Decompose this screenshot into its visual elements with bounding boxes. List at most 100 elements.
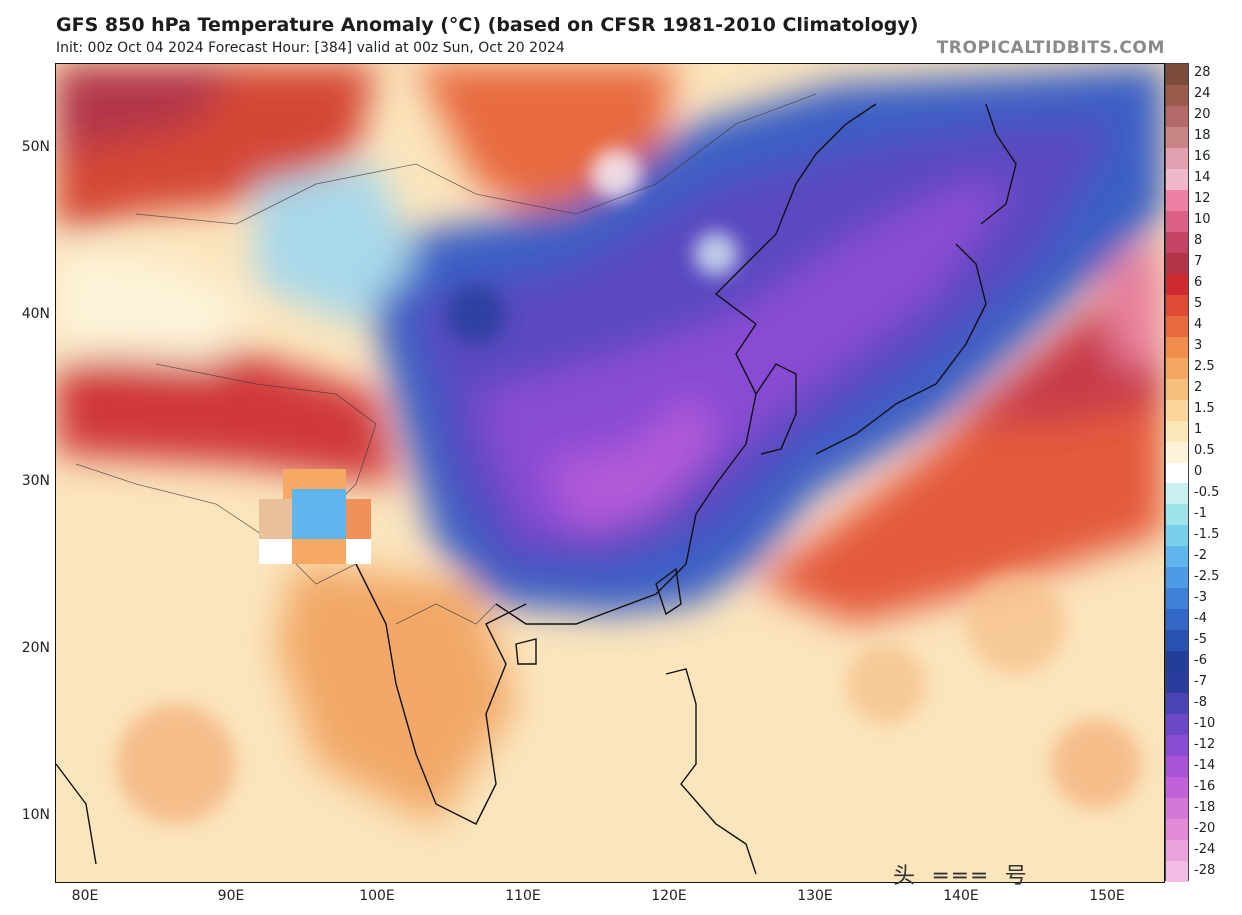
colorbar-segment xyxy=(1166,777,1188,799)
colorbar-label: -10 xyxy=(1194,715,1216,731)
colorbar-label: -1.5 xyxy=(1194,526,1220,542)
pixelated-patch xyxy=(259,469,371,564)
colorbar-segment xyxy=(1166,735,1188,757)
colorbar-segment xyxy=(1166,567,1188,589)
colorbar-segment xyxy=(1166,252,1188,275)
colorbar-label: 2 xyxy=(1194,380,1203,396)
colorbar-label: -8 xyxy=(1194,694,1207,710)
colorbar-segment xyxy=(1166,210,1188,233)
colorbar-label: -14 xyxy=(1194,757,1216,773)
lat-label-20n: 20N xyxy=(21,640,50,656)
colorbar-label: -4 xyxy=(1194,610,1207,626)
lat-label-30n: 30N xyxy=(21,473,50,489)
colorbar-segment xyxy=(1166,378,1188,401)
colorbar xyxy=(1165,63,1189,883)
colorbar-label: 10 xyxy=(1194,212,1211,228)
colorbar-label: -28 xyxy=(1194,862,1216,878)
colorbar-segment xyxy=(1166,168,1188,191)
lat-label-40n: 40N xyxy=(21,306,50,322)
colorbar-label: 3 xyxy=(1194,338,1203,354)
colorbar-label: -6 xyxy=(1194,652,1207,668)
colorbar-segment xyxy=(1166,840,1188,862)
lon-label-110e: 110E xyxy=(505,888,541,904)
colorbar-segment xyxy=(1166,105,1188,128)
colorbar-segment xyxy=(1166,315,1188,338)
anomaly-map xyxy=(55,63,1165,883)
colorbar-label: -16 xyxy=(1194,778,1216,794)
lon-label-90e: 90E xyxy=(217,888,245,904)
colorbar-label: 16 xyxy=(1194,149,1211,165)
colorbar-segment xyxy=(1166,462,1188,484)
colorbar-segment xyxy=(1166,126,1188,149)
indochina-warm xyxy=(276,564,516,824)
colorbar-label: -7 xyxy=(1194,673,1207,689)
colorbar-segment xyxy=(1166,231,1188,254)
colorbar-segment xyxy=(1166,756,1188,778)
colorbar-segment xyxy=(1166,273,1188,296)
lat-label-50n: 50N xyxy=(21,139,50,155)
lon-label-80e: 80E xyxy=(71,888,99,904)
colorbar-segment xyxy=(1166,189,1188,212)
colorbar-segment xyxy=(1166,588,1188,610)
colorbar-label: -0.5 xyxy=(1194,484,1220,500)
brand-watermark: TROPICALTIDBITS.COM xyxy=(936,38,1165,58)
colorbar-label: 5 xyxy=(1194,296,1203,312)
colorbar-segment xyxy=(1166,798,1188,820)
lon-label-140e: 140E xyxy=(943,888,979,904)
colorbar-segment xyxy=(1166,672,1188,694)
pacific-extreme-core xyxy=(1096,244,1164,364)
colorbar-segment xyxy=(1166,441,1188,463)
lon-label-100e: 100E xyxy=(359,888,395,904)
colorbar-segment xyxy=(1166,630,1188,652)
tibet-warm xyxy=(56,344,396,484)
colorbar-segment xyxy=(1166,861,1188,883)
colorbar-label: -2.5 xyxy=(1194,568,1220,584)
colorbar-label: 1.5 xyxy=(1194,401,1215,417)
colorbar-segment xyxy=(1166,819,1188,841)
colorbar-label: 6 xyxy=(1194,275,1203,291)
colorbar-segment xyxy=(1166,504,1188,526)
colorbar-label: -5 xyxy=(1194,631,1207,647)
lat-label-10n: 10N xyxy=(21,807,50,823)
colorbar-segment xyxy=(1166,64,1188,86)
chart-subtitle: Init: 00z Oct 04 2024 Forecast Hour: [38… xyxy=(56,40,565,56)
colorbar-segment xyxy=(1166,420,1188,443)
colorbar-segment xyxy=(1166,336,1188,359)
pacific-warm-band xyxy=(756,234,1164,624)
colorbar-segment xyxy=(1166,546,1188,568)
cold-patch-west xyxy=(256,164,416,324)
colorbar-segment xyxy=(1166,525,1188,547)
colorbar-segment xyxy=(1166,483,1188,505)
source-watermark: 头 ═══ 号 xyxy=(893,864,1033,889)
colorbar-label: 0.5 xyxy=(1194,443,1215,459)
colorbar-segment xyxy=(1166,651,1188,673)
colorbar-segment xyxy=(1166,693,1188,715)
colorbar-label: -24 xyxy=(1194,841,1216,857)
colorbar-label: 24 xyxy=(1194,86,1211,102)
colorbar-label: 2.5 xyxy=(1194,359,1215,375)
lon-label-130e: 130E xyxy=(797,888,833,904)
colorbar-label: 4 xyxy=(1194,317,1203,333)
colorbar-label: -18 xyxy=(1194,799,1216,815)
colorbar-label: 1 xyxy=(1194,422,1203,438)
colorbar-segment xyxy=(1166,357,1188,380)
colorbar-label: 12 xyxy=(1194,191,1211,207)
colorbar-label: 14 xyxy=(1194,170,1211,186)
coastlines xyxy=(56,103,1017,875)
colorbar-label: 18 xyxy=(1194,128,1211,144)
colorbar-label: -2 xyxy=(1194,547,1207,563)
colorbar-segment xyxy=(1166,294,1188,317)
colorbar-label: 0 xyxy=(1194,464,1203,479)
colorbar-segment xyxy=(1166,714,1188,736)
chart-title: GFS 850 hPa Temperature Anomaly (°C) (ba… xyxy=(56,14,919,36)
lon-label-120e: 120E xyxy=(651,888,687,904)
colorbar-label: -20 xyxy=(1194,820,1216,836)
colorbar-label: 20 xyxy=(1194,107,1211,123)
colorbar-label: 28 xyxy=(1194,65,1211,81)
lon-label-150e: 150E xyxy=(1089,888,1125,904)
colorbar-label: 8 xyxy=(1194,233,1203,249)
colorbar-label: -1 xyxy=(1194,505,1207,521)
colorbar-segment xyxy=(1166,609,1188,631)
colorbar-label: 7 xyxy=(1194,254,1203,270)
colorbar-segment xyxy=(1166,84,1188,107)
